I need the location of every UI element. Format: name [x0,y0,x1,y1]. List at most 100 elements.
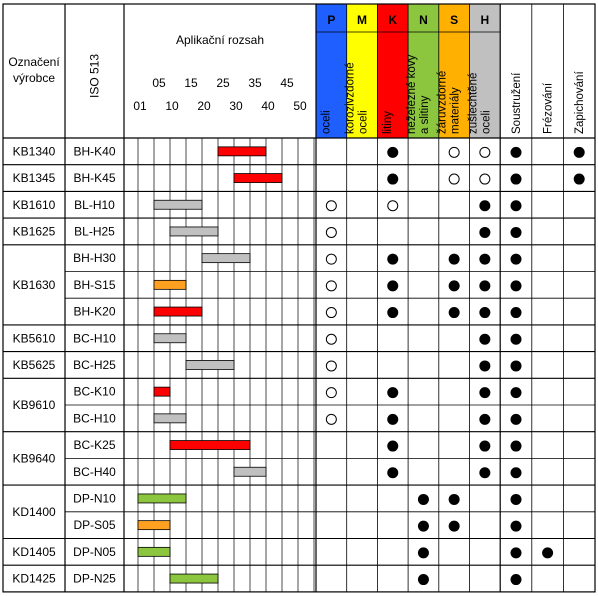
application-range-bar [233,173,283,183]
scale-tick-label: 45 [280,76,294,90]
product-code: KB9610 [13,398,56,412]
filled-dot-icon [387,146,399,158]
iso-header: ISO 513 [88,54,102,98]
open-circle-icon [325,253,337,265]
filled-dot-icon [448,520,460,532]
iso-code: DP-N05 [73,545,116,559]
filled-dot-icon [387,253,399,265]
material-group-label: žáruvzdorné [437,71,449,134]
filled-dot-icon [387,173,399,185]
filled-dot-icon [510,493,522,505]
filled-dot-icon [479,200,491,212]
scale-tick-label: 15 [184,76,198,90]
filled-dot-icon [510,360,522,372]
open-circle-icon [479,173,491,185]
filled-dot-icon [479,387,491,399]
manufacturer-header: Označení [8,55,60,69]
material-group-s-header [438,4,470,138]
open-circle-icon [325,413,337,425]
material-group-p-header [316,4,347,138]
filled-dot-icon [479,440,491,452]
filled-dot-icon [479,307,491,319]
filled-dot-icon [448,280,460,292]
open-circle-icon [325,200,337,212]
iso-code: BL-H25 [74,224,115,238]
application-range-bar [185,360,235,370]
product-code: KB5625 [13,358,56,372]
iso-code: BC-H10 [73,331,116,345]
filled-dot-icon [510,440,522,452]
product-code: KB1610 [13,198,56,212]
filled-dot-icon [479,280,491,292]
open-circle-icon [448,146,460,158]
product-code: KD1405 [12,545,56,559]
iso-code: BH-S15 [73,278,115,292]
open-circle-icon [325,360,337,372]
iso-code: BC-H10 [73,411,116,425]
filled-dot-icon [417,520,429,532]
filled-dot-icon [510,467,522,479]
filled-dot-icon [510,280,522,292]
filled-dot-icon [573,146,585,158]
filled-dot-icon [510,146,522,158]
application-range-bar [153,306,203,317]
filled-dot-icon [510,520,522,532]
filled-dot-icon [479,360,491,372]
iso-code: DP-N25 [73,572,116,586]
product-code: KD1425 [12,572,56,586]
open-circle-icon [387,200,399,212]
product-code: KD1400 [12,505,56,519]
material-group-letter: K [388,13,397,27]
application-range-bar [169,226,219,237]
material-group-label: oceli [320,110,332,134]
filled-dot-icon [510,333,522,345]
filled-dot-icon [387,307,399,319]
material-group-letter: M [357,13,367,27]
open-circle-icon [325,387,337,399]
iso-code: BL-H10 [74,198,115,212]
filled-dot-icon [448,253,460,265]
scale-tick-label: 35 [248,76,262,90]
filled-dot-icon [510,253,522,265]
scale-tick-label: 50 [293,99,307,113]
application-range-bar [201,253,251,264]
material-group-label: litiny [382,111,394,134]
filled-dot-icon [479,253,491,265]
iso-code: BC-H40 [73,465,116,479]
application-range-bar [169,440,251,450]
material-group-label: korozivzdorné [345,62,357,134]
material-group-label: oceli [358,110,370,134]
open-circle-icon [325,333,337,345]
scale-tick-label: 20 [197,99,211,113]
filled-dot-icon [510,173,522,185]
scale-tick-label: 30 [229,99,243,113]
application-range-bar [137,546,171,557]
operation-header: Frézování [543,82,555,134]
filled-dot-icon [387,467,399,479]
scale-tick-label: 10 [165,99,179,113]
filled-dot-icon [510,307,522,319]
product-code: KB1625 [13,224,56,238]
filled-dot-icon [417,547,429,559]
filled-dot-icon [510,226,522,238]
scale-tick-label: 01 [133,99,147,113]
material-group-m-header [346,4,378,138]
filled-dot-icon [479,226,491,238]
filled-dot-icon [510,574,522,586]
scale-tick-label: 25 [216,76,230,90]
scale-tick-label: 40 [261,99,275,113]
application-range-bar [153,386,171,397]
product-code: KB1345 [13,171,56,185]
product-code: KB9640 [13,451,56,465]
iso-code: BH-K45 [73,171,115,185]
filled-dot-icon [479,467,491,479]
open-circle-icon [448,173,460,185]
iso-code: BC-K25 [73,438,115,452]
operation-header: Zapichování [574,71,586,134]
manufacturer-header: výrobce [13,71,55,85]
iso-code: BC-K10 [73,385,115,399]
filled-dot-icon [510,200,522,212]
filled-dot-icon [510,547,522,559]
material-group-letter: P [327,13,335,27]
